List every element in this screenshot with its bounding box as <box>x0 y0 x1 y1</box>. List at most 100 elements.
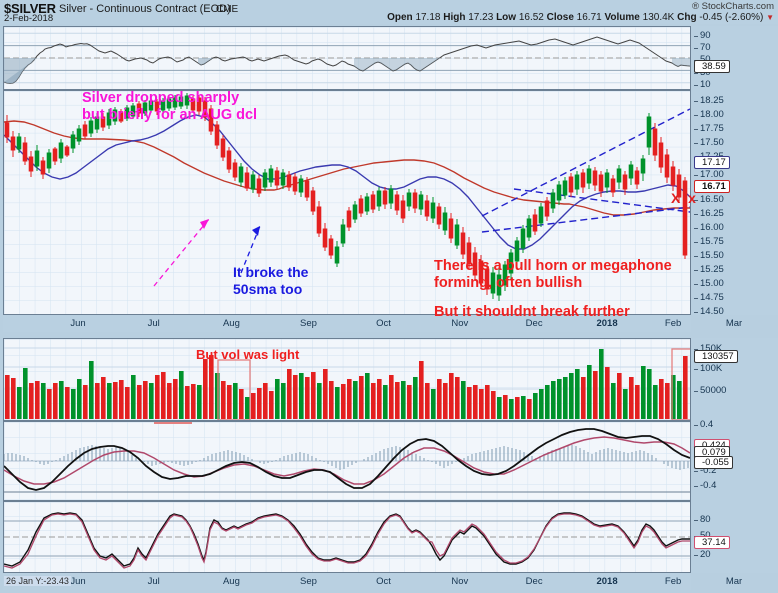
xtick-bot-7: 2018 <box>596 576 618 587</box>
pointer-magenta-line <box>153 218 210 287</box>
ytick-price-1775: 17.75 <box>694 123 724 134</box>
macd-signal-badge: -0.055 <box>694 456 733 469</box>
ytick-price-1475: 14.75 <box>694 292 724 303</box>
ticker-symbol: $SILVER <box>4 1 56 16</box>
chart-date: 2-Feb-2018 <box>4 13 54 24</box>
yaxis-price: 18.25 18.00 17.75 17.50 17.25 17.00 16.5… <box>691 90 778 317</box>
chg-value: -0.45 (-2.60%) <box>699 12 764 23</box>
xaxis-bottom: Jun Jul Aug Sep Oct Nov Dec 2018 Feb <box>3 573 691 590</box>
ytick-price-1700: 17.00 <box>694 169 724 180</box>
macd-panel[interactable] <box>3 421 691 501</box>
close-value: 16.71 <box>576 12 602 23</box>
xtick-bot-3: Sep <box>300 576 317 587</box>
annotation-vol-was-light: But vol was light <box>196 347 300 362</box>
ytick-price-1800: 18.00 <box>694 109 724 120</box>
stockcharts-credit: ® StockCharts.com <box>692 1 774 12</box>
ytick-rsi-70: 70 <box>694 42 711 53</box>
xtick-bot-mar: Mar <box>725 576 743 587</box>
ytick-price-1575: 15.75 <box>694 236 724 247</box>
ytick-macd-neg02: -0.2 <box>693 465 717 476</box>
close-label: Close <box>546 12 574 23</box>
xtick-bot-4: Oct <box>376 576 391 587</box>
trendline-upper <box>481 108 690 217</box>
volume-panel[interactable] <box>3 338 691 421</box>
annotation-xx-marks: X x <box>671 190 696 206</box>
price-svg <box>4 91 690 314</box>
indicator-panel-rsi-top[interactable] <box>3 26 691 90</box>
xtick-price-mar: Mar <box>725 318 743 329</box>
xtick-price-1: Jul <box>147 318 160 329</box>
annotation-broke-50sma: It broke the 50sma too <box>233 264 309 297</box>
low-label: Low <box>496 12 517 23</box>
xtick-bot-5: Nov <box>451 576 469 587</box>
volume-current-badge: 130357 <box>694 350 738 363</box>
xtick-bot-6: Dec <box>525 576 543 587</box>
high-label: High <box>443 12 466 23</box>
xtick-price-8: Feb <box>664 318 682 329</box>
ytick-price-1825: 18.25 <box>694 95 724 106</box>
rsi-top-svg <box>4 27 690 89</box>
rsi-top-current-badge: 38.59 <box>694 60 730 73</box>
quote-bar: Open 17.18 High 17.23 Low 16.52 Close 16… <box>387 12 774 23</box>
chg-down-arrow-icon: ▼ <box>766 13 774 22</box>
volume-label: Volume <box>604 12 640 23</box>
ytick-macd-neg04: -0.4 <box>693 480 717 491</box>
yaxis-stochastic: 80 50 20 37.14 <box>691 501 778 573</box>
xtick-price-0: Jun <box>70 318 86 329</box>
open-value: 17.18 <box>415 12 441 23</box>
ytick-macd-04: 0.4 <box>693 419 714 430</box>
xtick-bot-0: Jun <box>70 576 86 587</box>
xtick-price-6: Dec <box>525 318 543 329</box>
yaxis-rsi-top: 90 70 50 30 10 38.59 <box>691 26 778 90</box>
ytick-price-1750: 17.50 <box>694 137 724 148</box>
ytick-price-1525: 15.25 <box>694 264 724 275</box>
stochastic-current-badge: 37.14 <box>694 536 730 549</box>
yaxis-volume: 150K 100K 50000 130357 <box>691 338 778 421</box>
volume-svg <box>4 339 690 420</box>
ytick-price-1550: 15.50 <box>694 250 724 261</box>
ytick-price-1600: 16.00 <box>694 222 724 233</box>
cursor-readout: 26 Jan Y:-23.43 <box>4 576 71 586</box>
ytick-volume-100k: 100K <box>693 363 723 374</box>
xtick-price-3: Sep <box>300 318 317 329</box>
low-value: 16.52 <box>518 12 544 23</box>
volume-bars <box>5 349 688 419</box>
exchange-label: CME <box>216 4 239 15</box>
price-panel[interactable] <box>3 90 691 315</box>
ytick-price-1450: 14.50 <box>694 306 724 317</box>
ytick-stoch-20: 20 <box>694 549 711 560</box>
xtick-price-7: 2018 <box>596 318 618 329</box>
xtick-bot-2: Aug <box>222 576 240 587</box>
stochastic-svg <box>4 502 690 572</box>
pointer-blue-head <box>252 226 260 236</box>
yaxis-macd: 0.4 -0.2 -0.4 0.424 0.079 -0.055 <box>691 419 778 501</box>
xaxis-price: Jun Jul Aug Sep Oct Nov Dec 2018 Feb <box>3 315 691 332</box>
candlesticks <box>4 93 688 301</box>
volume-value: 130.4K <box>642 12 675 23</box>
ytick-stoch-80: 80 <box>694 514 711 525</box>
stochastic-panel[interactable] <box>3 501 691 573</box>
sma-current-badge: 17.17 <box>694 156 730 169</box>
xtick-bot-1: Jul <box>147 576 160 587</box>
annotation-bull-horn: There is a bull horn or megaphone formin… <box>434 258 672 292</box>
annotation-silver-dropped: Silver dropped sharply but briefly for a… <box>82 90 258 124</box>
trendline-lower <box>513 188 690 213</box>
instrument-name: Silver - Continuous Contract (EOD) <box>59 3 231 15</box>
ytick-volume-150k: 150K <box>693 343 723 354</box>
chg-label: Chg <box>677 12 697 23</box>
xtick-price-5: Nov <box>451 318 469 329</box>
pointer-magenta-head <box>200 219 209 229</box>
price-current-badge: 16.71 <box>694 180 730 193</box>
xtick-price-2: Aug <box>222 318 240 329</box>
ytick-volume-50000: 50000 <box>693 385 727 396</box>
open-label: Open <box>387 12 413 23</box>
ytick-price-1625: 16.25 <box>694 208 724 219</box>
xtick-bot-8: Feb <box>664 576 682 587</box>
trendline-mid <box>481 206 690 233</box>
ytick-rsi-10: 10 <box>694 79 711 90</box>
high-value: 17.23 <box>468 12 494 23</box>
volume-highlight-box-left <box>217 359 251 420</box>
ytick-price-1500: 15.00 <box>694 278 724 289</box>
ytick-price-1650: 16.50 <box>694 194 724 205</box>
